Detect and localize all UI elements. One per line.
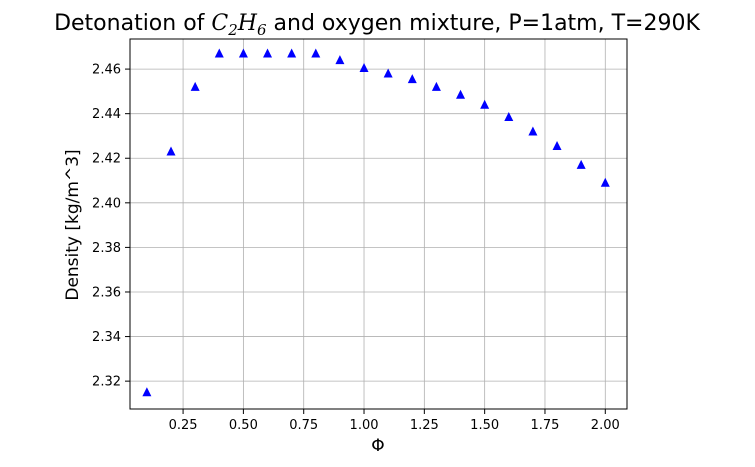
x-axis-label: Φ [371,436,384,456]
title-suffix: and oxygen mixture, P=1atm, T=290K [267,11,701,36]
data-markers [142,48,610,397]
data-point [166,146,176,156]
y-tick-label: 2.32 [92,375,121,390]
y-tick-label: 2.38 [92,241,121,256]
x-tick-label: 1.50 [470,418,499,433]
x-tick-label: 0.50 [229,418,258,433]
x-axis-ticks: 0.25 0.50 0.75 1.00 1.25 1.50 1.75 2.00 [169,409,620,433]
title-prefix: Detonation of [54,11,211,36]
x-tick-label: 0.25 [169,418,198,433]
title-formula-c-sub: 2 [227,21,238,39]
data-point [504,112,514,122]
y-tick-label: 2.42 [92,152,121,167]
x-tick-label: 1.75 [530,418,559,433]
data-point [480,99,490,109]
title-formula-h-sub: 6 [257,21,267,39]
y-axis-label: Density [kg/m^3] [63,149,83,300]
plot-frame [129,38,628,410]
y-tick-label: 2.36 [92,285,121,300]
title-formula-c: C [211,11,228,36]
data-point [528,126,538,136]
data-point [214,48,224,58]
y-tick-label: 2.44 [92,107,121,122]
data-point [431,81,441,91]
data-point [407,74,417,84]
y-tick-label: 2.46 [92,63,121,78]
data-point [600,177,610,187]
x-tick-label: 1.25 [410,418,439,433]
data-point [552,140,562,150]
grid [130,39,627,409]
data-point [287,48,297,58]
data-point [311,48,321,58]
data-point [142,387,152,397]
x-tick-label: 1.00 [350,418,379,433]
x-tick-label: 2.00 [591,418,620,433]
data-point [576,159,586,169]
data-point [335,55,345,65]
data-point [383,68,393,78]
y-tick-label: 2.40 [92,196,121,211]
chart-title: Detonation of C2H6 and oxygen mixture, P… [54,11,700,39]
y-tick-label: 2.34 [92,330,121,345]
title-formula-h: H [237,11,258,36]
data-point [456,89,466,99]
data-point [359,62,369,72]
x-tick-label: 0.75 [289,418,318,433]
data-point [238,48,248,58]
y-axis-ticks: 2.32 2.34 2.36 2.38 2.40 2.42 2.44 2.46 [92,63,130,390]
data-point [190,81,200,91]
data-point [263,48,273,58]
